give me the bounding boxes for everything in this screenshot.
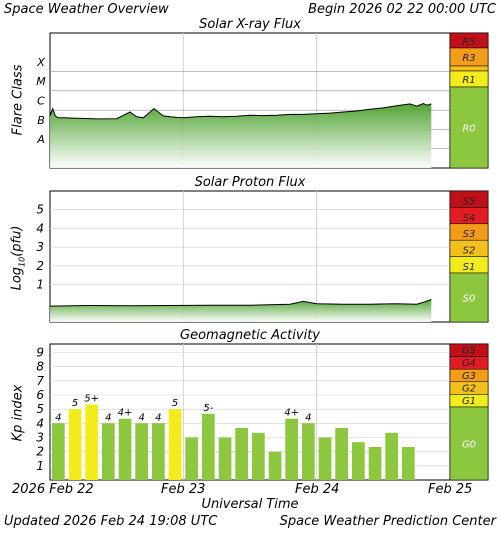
- xray-scale-label: R3: [462, 53, 475, 64]
- updated-timestamp: Updated 2026 Feb 24 19:08 UTC: [4, 514, 218, 529]
- proton-panel-title: Solar Proton Flux: [194, 175, 306, 190]
- proton-scale-label: S2: [463, 246, 476, 257]
- kp-bar-label: 5: [172, 398, 178, 409]
- xray-class-label: C: [37, 95, 45, 108]
- xray-scale-band: [449, 65, 489, 72]
- kp-bar: [218, 437, 232, 480]
- kp-bar: [368, 447, 382, 480]
- xray-class-label: M: [36, 75, 46, 88]
- proton-scale-label: S1: [463, 262, 476, 273]
- proton-scale-label: S3: [463, 229, 476, 240]
- xray-class-label: A: [36, 133, 45, 146]
- kp-bar: [68, 409, 82, 480]
- kp-bar-label: 4: [105, 412, 111, 423]
- xray-scale-band: [449, 86, 489, 169]
- geomag-scale-label: G4: [462, 358, 476, 369]
- geomag-tick-label: 9: [36, 346, 44, 360]
- geomag-panel-title: Geomagnetic Activity: [180, 328, 320, 343]
- kp-bar: [268, 451, 282, 480]
- proton-tick-label: 5: [36, 203, 44, 217]
- kp-bar: [252, 432, 265, 480]
- geomag-scale-label: G0: [462, 440, 476, 451]
- kp-bar-label: 4: [305, 412, 311, 423]
- kp-bar-label: 4: [55, 412, 61, 423]
- kp-bar: [335, 428, 348, 480]
- kp-bar: [235, 428, 248, 480]
- proton-tick-label: 2: [36, 259, 44, 273]
- kp-bar: [135, 423, 148, 480]
- kp-bar: [185, 437, 198, 480]
- x-tick-label: Feb 24: [295, 482, 340, 497]
- kp-bar-label: 4+: [118, 408, 133, 419]
- kp-bar: [52, 423, 65, 480]
- x-tick-label: 2026 Feb 22: [12, 482, 94, 497]
- proton-tick-label: 1: [36, 278, 44, 292]
- geomag-tick-label: 6: [36, 388, 44, 402]
- source-credit: Space Weather Prediction Center: [279, 514, 496, 529]
- xray-class-label: X: [36, 56, 45, 69]
- kp-bar: [85, 404, 98, 480]
- kp-bar-label: 4: [155, 412, 161, 423]
- proton-tick-label: 4: [36, 221, 44, 235]
- xray-scale-label: R0: [462, 124, 475, 135]
- geomag-scale-label: G1: [462, 396, 476, 407]
- geomag-scale-label: G3: [462, 371, 476, 382]
- kp-bar-label: 5+: [84, 393, 99, 404]
- proton-scale-band: [449, 272, 489, 323]
- kp-bar: [168, 409, 182, 480]
- proton-scale-label: S5: [463, 196, 476, 207]
- geomag-tick-label: 8: [36, 360, 44, 374]
- geomag-scale-band: [449, 406, 489, 481]
- geomag-tick-label: 1: [36, 459, 44, 473]
- kp-bar: [152, 423, 165, 480]
- kp-bar: [385, 432, 398, 480]
- proton-flux-line: [49, 299, 432, 307]
- geomag-tick-label: 4: [36, 416, 44, 430]
- kp-bar: [318, 437, 332, 480]
- proton-scale-label: S0: [463, 294, 476, 305]
- kp-bar: [118, 418, 132, 480]
- proton-scale-label: S4: [463, 213, 476, 224]
- x-axis-title: Universal Time: [201, 497, 299, 512]
- kp-bar: [402, 447, 415, 480]
- proton-flux-area: [50, 299, 432, 322]
- geomag-scale-label: G5: [462, 346, 476, 357]
- xray-panel-title: Solar X-ray Flux: [199, 17, 301, 32]
- geomag-tick-label: 3: [36, 431, 44, 445]
- xray-scale-label: R1: [462, 75, 475, 86]
- geomag-tick-label: 2: [36, 445, 44, 459]
- kp-bar: [352, 442, 365, 480]
- xray-flux-line: [49, 102, 432, 120]
- kp-bar-label: 4+: [284, 408, 299, 419]
- app-title: Space Weather Overview: [4, 2, 169, 17]
- geomag-tick-label: 5: [36, 402, 44, 416]
- kp-bar-label: 5: [72, 398, 78, 409]
- kp-bar: [285, 418, 298, 480]
- kp-bar-label: 4: [138, 412, 144, 423]
- xray-scale-label: R5: [462, 37, 475, 48]
- kp-bar-label: 5-: [203, 403, 213, 414]
- x-tick-label: Feb 25: [428, 482, 473, 497]
- kp-bar: [102, 423, 115, 480]
- x-tick-label: Feb 23: [161, 482, 206, 497]
- xray-class-label: B: [37, 114, 45, 127]
- begin-timestamp: Begin 2026 02 22 00:00 UTC: [308, 2, 496, 17]
- kp-bar: [302, 423, 315, 480]
- proton-tick-label: 3: [36, 240, 44, 254]
- kp-bar: [202, 413, 215, 480]
- xray-flux-area: [50, 103, 432, 168]
- geomag-scale-label: G2: [462, 383, 476, 394]
- geomag-tick-label: 7: [36, 374, 44, 388]
- proton-plot-frame: [49, 190, 451, 323]
